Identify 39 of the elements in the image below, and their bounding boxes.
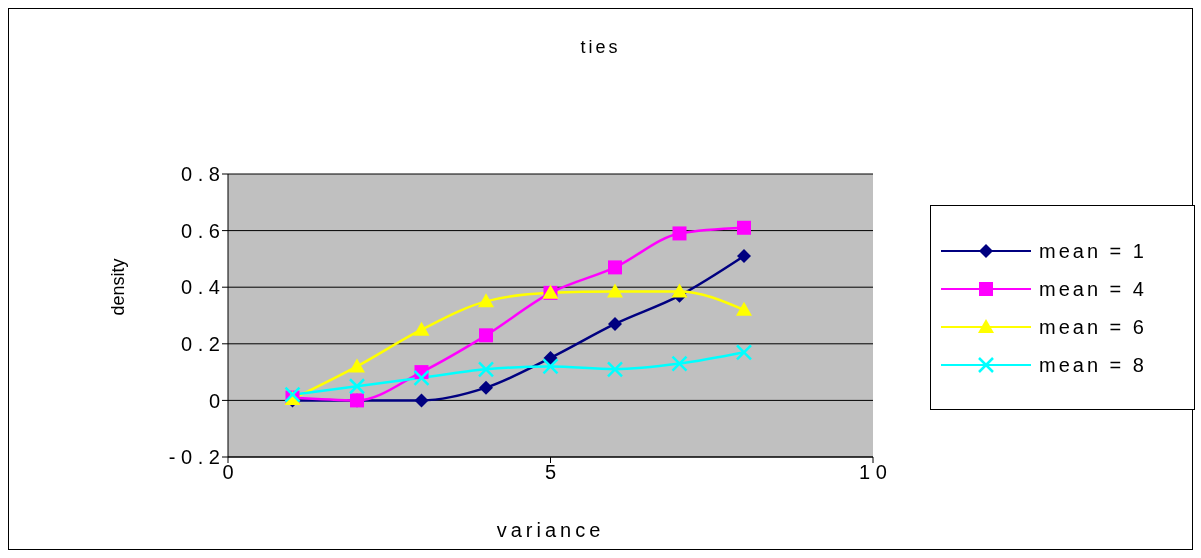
point [737,220,751,235]
legend-label: mean = 8 [1039,352,1147,378]
y-tick-label: 0 . 8 [181,163,220,186]
point [478,293,494,308]
point [349,358,365,373]
x-tick-label: 5 [544,461,557,484]
point [736,301,752,316]
y-tick-label: 0 . 6 [181,219,220,242]
point [414,393,429,408]
point [284,386,301,403]
x-axis-title: variance [496,519,605,541]
point [413,369,430,387]
x-tick-label: 1 0 [859,461,887,484]
point [671,283,688,298]
x-tick-label: 0 [222,461,234,484]
y-tick-label: 0 . 4 [181,276,220,299]
legend-label: mean = 6 [1039,314,1147,340]
point [479,380,493,395]
point [606,361,624,378]
point [671,355,688,372]
point [413,321,430,336]
point [607,283,623,298]
y-tick-label: 0 [208,389,220,412]
point [608,316,622,331]
point [477,361,495,378]
point [608,260,622,275]
point [479,328,493,343]
y-axis-title: density [108,258,129,316]
point [672,226,687,241]
point [348,378,366,395]
legend-label: mean = 1 [1039,238,1147,264]
point [542,358,559,375]
y-tick-label: - 0 . 2 [168,446,220,469]
legend-label: mean = 4 [1039,276,1147,302]
point [737,249,751,264]
y-tick-label: 0 . 2 [181,332,220,355]
point [735,344,753,361]
chart-title: ties [579,37,622,58]
point [543,350,558,365]
